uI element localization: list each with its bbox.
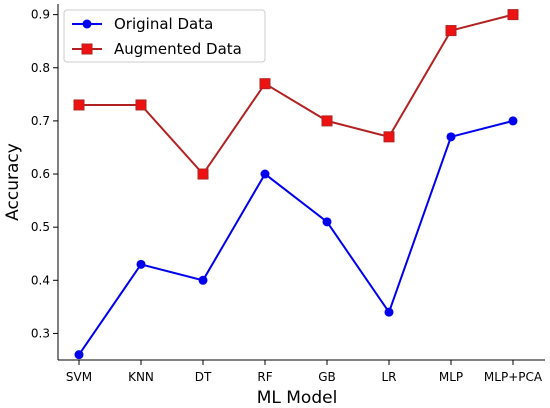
- data-point: [446, 132, 456, 142]
- y-tick-label: 0.4: [31, 273, 50, 287]
- x-axis-title: ML Model: [257, 388, 338, 408]
- legend-box: [63, 9, 266, 63]
- x-axis-ticks: SVM KNN DT RF GB LR MLP MLP+PCA: [66, 360, 543, 384]
- legend-item: Original Data: [72, 15, 213, 33]
- x-tick-label: MLP+PCA: [484, 370, 543, 384]
- legend-label: Original Data: [114, 15, 213, 33]
- data-point: [383, 131, 395, 143]
- x-tick-label: SVM: [66, 370, 92, 384]
- legend-item: Augmented Data: [72, 40, 242, 58]
- series-line: [79, 13, 514, 176]
- data-point: [322, 217, 332, 227]
- data-point: [259, 78, 271, 90]
- y-tick-label: 0.6: [31, 167, 50, 181]
- data-point: [198, 275, 208, 285]
- series-line: [78, 119, 514, 356]
- data-point: [508, 116, 518, 126]
- y-tick-label: 0.9: [31, 8, 50, 22]
- series-0: [74, 116, 518, 360]
- data-point: [445, 25, 457, 37]
- data-point: [74, 350, 84, 360]
- legend-marker: [82, 19, 92, 29]
- x-tick-label: KNN: [128, 370, 154, 384]
- data-point: [135, 99, 147, 111]
- y-tick-label: 0.7: [31, 114, 50, 128]
- x-tick-label: MLP: [439, 370, 463, 384]
- y-tick-label: 0.8: [31, 61, 50, 75]
- y-tick-label: 0.3: [31, 326, 50, 340]
- legend-marker: [81, 43, 93, 55]
- plot-area: 0.3 0.4 0.5 0.6 0.7 0.8 0.9 SVM KNN DT RF GB LR MLP M…: [31, 4, 545, 384]
- data-point: [507, 9, 519, 21]
- x-tick-label: LR: [381, 370, 396, 384]
- data-point: [260, 169, 270, 179]
- legend-label: Augmented Data: [114, 40, 242, 58]
- y-axis-title: Accuracy: [3, 143, 23, 221]
- series-layer: [73, 9, 519, 360]
- x-tick-label: GB: [318, 370, 336, 384]
- data-point: [384, 307, 394, 317]
- legend: Original Data Augmented Data: [63, 9, 266, 63]
- x-tick-label: RF: [257, 370, 272, 384]
- data-point: [73, 99, 85, 111]
- data-point: [321, 115, 333, 127]
- y-tick-label: 0.5: [31, 220, 50, 234]
- series-1: [73, 9, 519, 180]
- y-axis-ticks: 0.3 0.4 0.5 0.6 0.7 0.8 0.9: [31, 8, 58, 340]
- x-tick-label: DT: [195, 370, 212, 384]
- data-point: [197, 168, 209, 180]
- data-point: [136, 259, 146, 269]
